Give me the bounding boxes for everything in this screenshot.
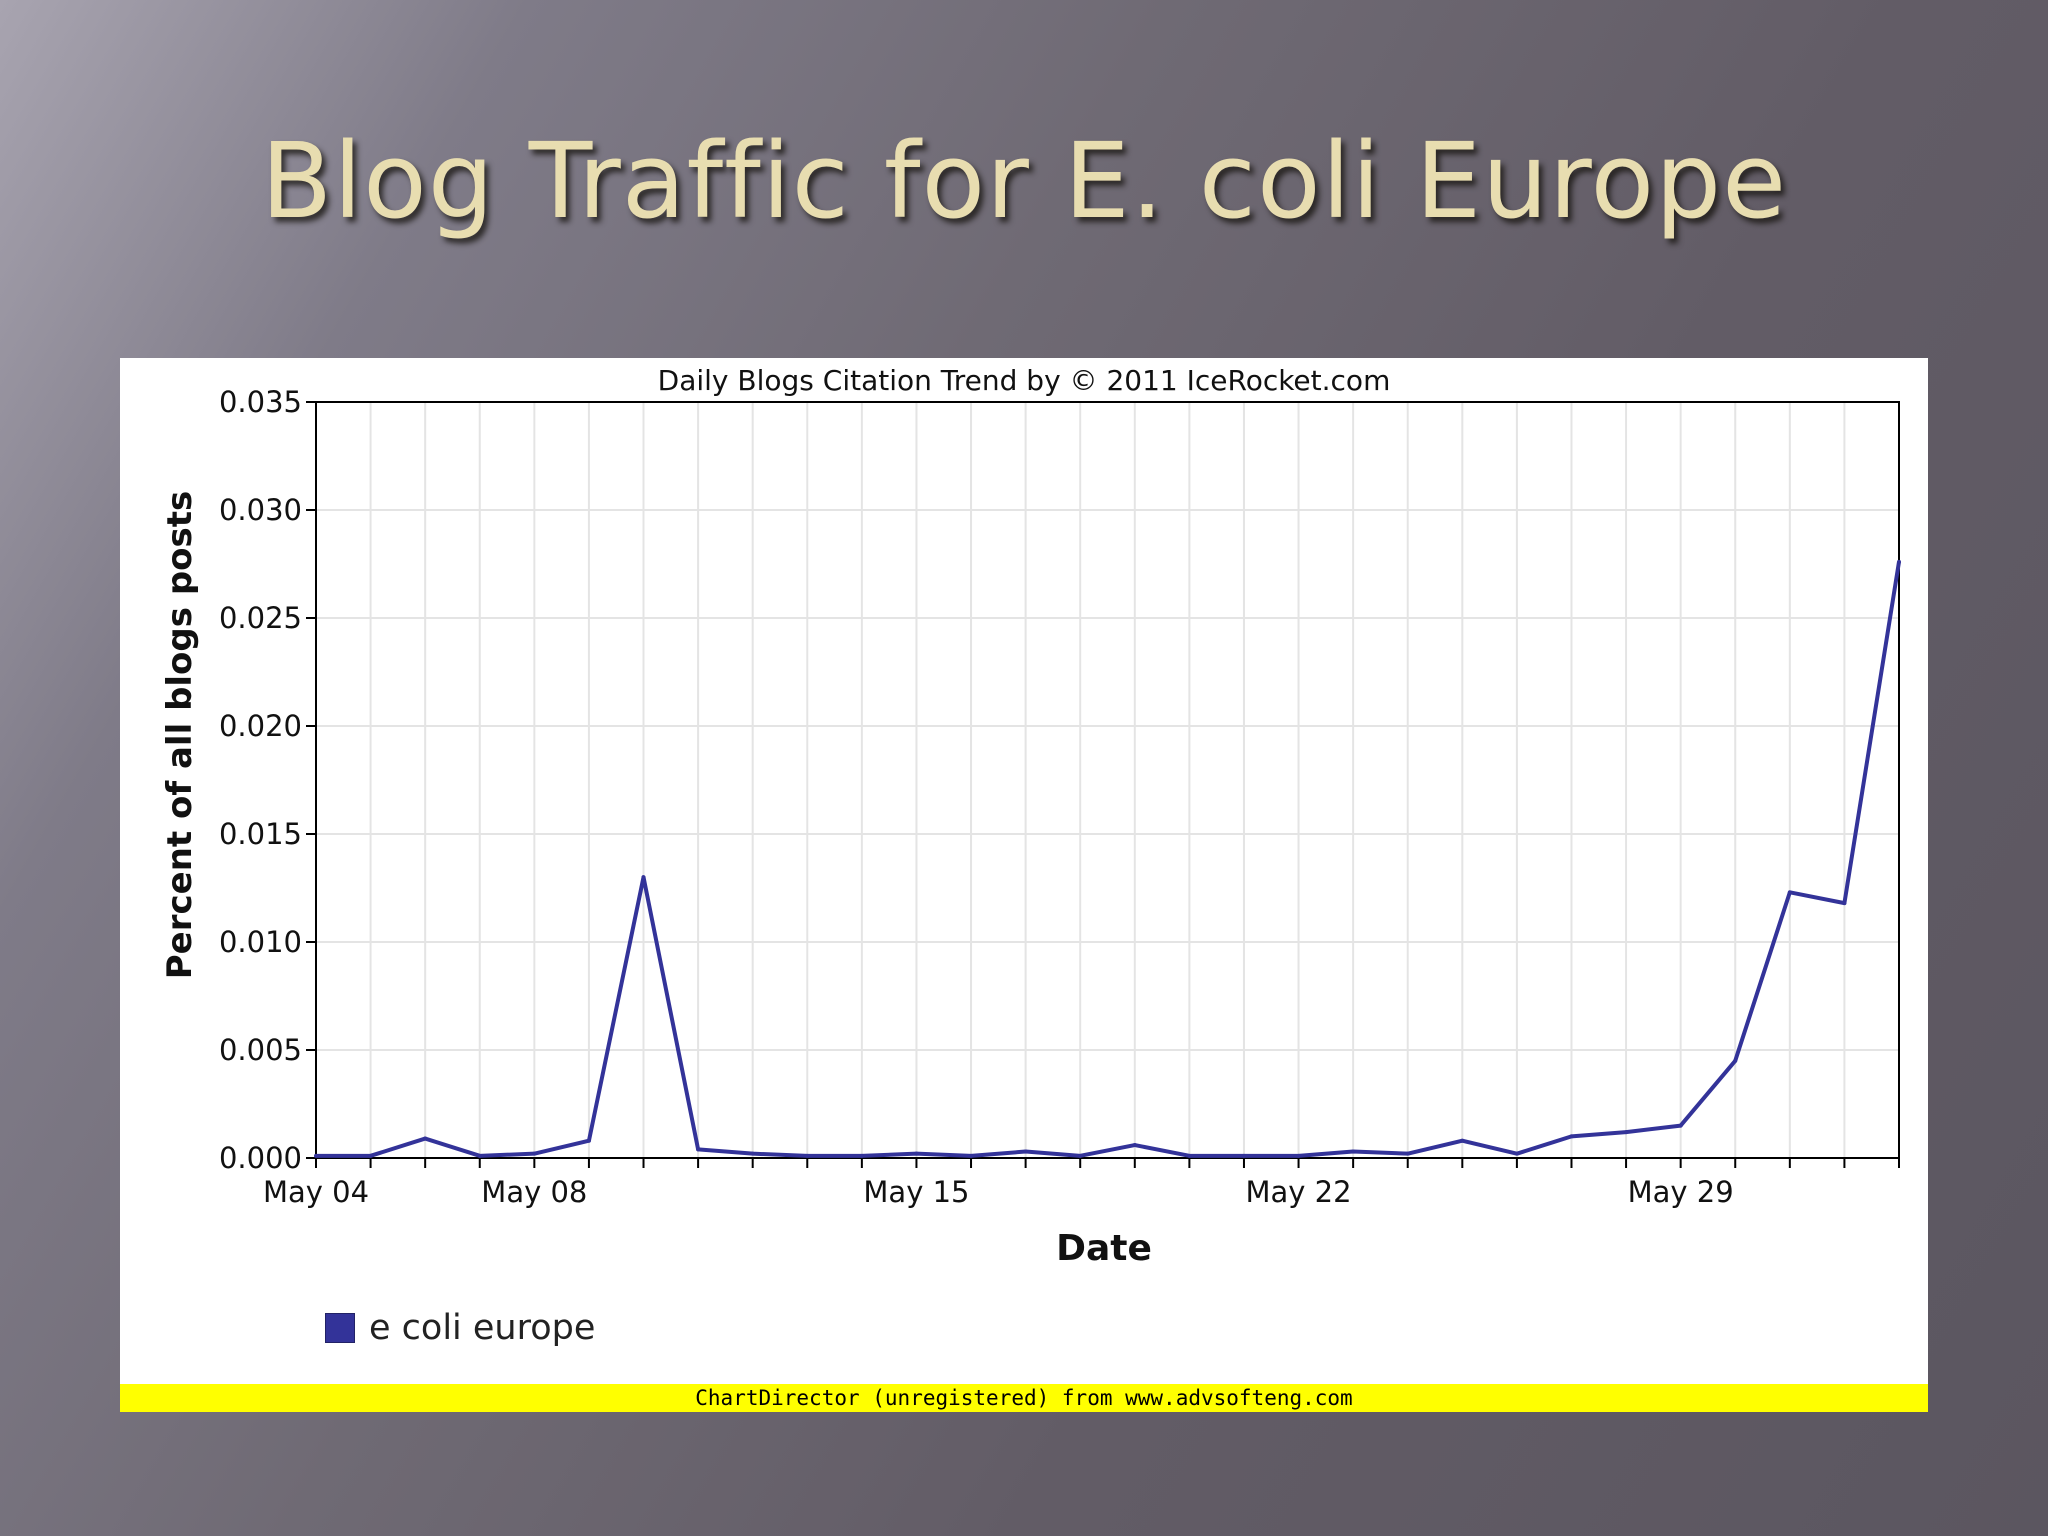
- x-tick-label: May 15: [863, 1175, 969, 1209]
- data-point: [1460, 1138, 1465, 1143]
- data-point: [805, 1153, 810, 1158]
- data-point: [532, 1151, 537, 1156]
- y-tick-label: 0.005: [219, 1033, 302, 1067]
- data-point: [1733, 1058, 1738, 1063]
- x-tick-label: May 29: [1628, 1175, 1734, 1209]
- legend-label: e coli europe: [369, 1308, 596, 1348]
- data-point: [1405, 1151, 1410, 1156]
- data-point: [750, 1151, 755, 1156]
- x-axis-title: Date: [1056, 1228, 1152, 1269]
- data-point: [1897, 559, 1901, 564]
- data-point: [586, 1138, 591, 1143]
- chartdirector-footer: ChartDirector (unregistered) from www.ad…: [120, 1384, 1928, 1412]
- x-tick-label: May 04: [263, 1175, 369, 1209]
- y-tick-label: 0.000: [219, 1141, 302, 1175]
- data-point: [969, 1153, 974, 1158]
- data-point: [1514, 1151, 1519, 1156]
- x-tick-label: May 22: [1246, 1175, 1352, 1209]
- data-point: [1187, 1153, 1192, 1158]
- data-point: [641, 875, 646, 880]
- data-point: [859, 1153, 864, 1158]
- data-point: [1078, 1153, 1083, 1158]
- legend: e coli europe: [325, 1308, 595, 1348]
- data-point: [914, 1151, 919, 1156]
- y-tick-label: 0.020: [219, 709, 302, 743]
- plot-frame: [315, 401, 1900, 1159]
- line-chart: 0.000 0.005 0.010 0.015 0.020 0.025 0.030 0.035…: [219, 385, 1901, 1209]
- data-point: [1296, 1153, 1301, 1158]
- data-point: [1787, 890, 1792, 895]
- y-tick-label: 0.035: [219, 385, 302, 419]
- y-tick-label: 0.025: [219, 601, 302, 635]
- y-tick-label: 0.015: [219, 817, 302, 851]
- data-point: [696, 1147, 701, 1152]
- x-tick-label: May 08: [481, 1175, 587, 1209]
- legend-swatch: [325, 1313, 355, 1343]
- chart-title: Daily Blogs Citation Trend by © 2011 Ice…: [657, 364, 1391, 397]
- data-point: [1569, 1134, 1574, 1139]
- chart-panel: 0.000 0.005 0.010 0.015 0.020 0.025 0.030 0.035…: [120, 358, 1928, 1412]
- series-line: [316, 561, 1901, 1158]
- data-point: [423, 1136, 428, 1141]
- data-point: [368, 1153, 373, 1158]
- y-axis-title: Percent of all blogs posts: [160, 490, 200, 980]
- slide-title: Blog Traffic for E. coli Europe: [260, 120, 1788, 242]
- data-point: [1132, 1143, 1137, 1148]
- data-point: [1241, 1153, 1246, 1158]
- data-point: [314, 1153, 318, 1158]
- data-point: [1351, 1149, 1356, 1154]
- data-point: [1023, 1149, 1028, 1154]
- data-point: [1678, 1123, 1683, 1128]
- y-tick-label: 0.010: [219, 925, 302, 959]
- data-point: [477, 1153, 482, 1158]
- y-tick-label: 0.030: [219, 493, 302, 527]
- data-point: [1842, 901, 1847, 906]
- data-point: [1624, 1130, 1629, 1135]
